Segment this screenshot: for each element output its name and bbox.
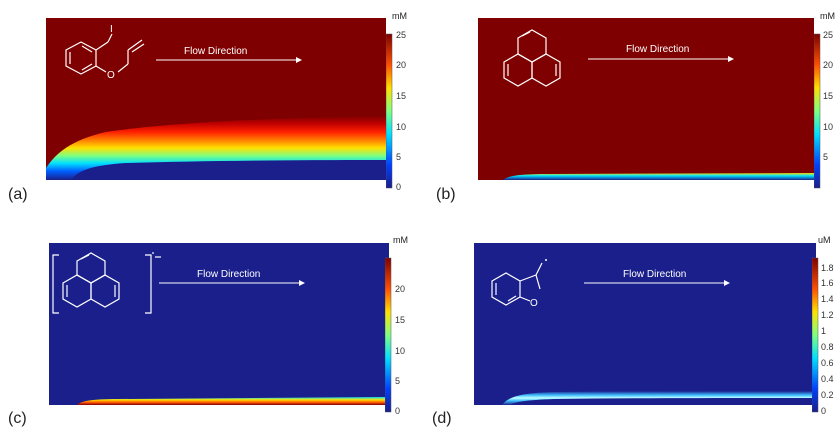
- molecule-c-icon: [52, 252, 161, 314]
- colorbar-d-tick-1.2: 1.2: [821, 310, 834, 320]
- colorbar-a-tick-0: 0: [396, 182, 401, 190]
- colorbar-b-tick-25: 25: [823, 30, 833, 40]
- panel-label-d: (d): [432, 410, 452, 427]
- svg-text:O: O: [107, 70, 115, 81]
- panel-label-b: (b): [436, 186, 456, 203]
- colorbar-d-tick-1.6: 1.6: [821, 278, 834, 288]
- colorbar-d: 1.8 1.6 1.4 1.2 1 0.8 0.6 0.4 0.2 0: [811, 254, 837, 418]
- colorbar-d-unit: uM: [818, 235, 831, 245]
- svg-text:O: O: [530, 298, 538, 309]
- colorbar-c-tick-20: 20: [395, 284, 405, 294]
- colorbar-d-tick-0: 0: [821, 406, 826, 416]
- colorbar-d-tick-1.4: 1.4: [821, 294, 834, 304]
- molecule-b-icon: [503, 29, 561, 87]
- colorbar-d-tick-0.4: 0.4: [821, 374, 834, 384]
- panel-b-flow-field: Flow Direction: [478, 18, 814, 180]
- colorbar-a-tick-20: 20: [396, 60, 406, 70]
- colorbar-a-tick-10: 10: [396, 122, 406, 132]
- flow-direction-label-b: Flow Direction: [626, 44, 689, 55]
- svg-text:I: I: [110, 24, 113, 35]
- colorbar-c-tick-0: 0: [395, 406, 400, 414]
- colorbar-a-tick-15: 15: [396, 91, 406, 101]
- colorbar-d-tick-1: 1: [821, 326, 826, 336]
- colorbar-a-tick-5: 5: [396, 152, 401, 162]
- colorbar-c-tick-15: 15: [395, 315, 405, 325]
- colorbar-a-tick-25: 25: [396, 30, 406, 40]
- panel-label-a: (a): [8, 186, 28, 203]
- colorbar-b-tick-10: 10: [823, 122, 833, 132]
- colorbar-b-tick-20: 20: [823, 60, 833, 70]
- colorbar-c-tick-10: 10: [395, 346, 405, 356]
- molecule-a-icon: [65, 33, 145, 75]
- colorbar-b-unit: mM: [820, 11, 835, 21]
- panel-label-c: (c): [8, 410, 27, 427]
- colorbar-d-tick-0.8: 0.8: [821, 342, 834, 352]
- flow-direction-label-a: Flow Direction: [184, 46, 247, 57]
- colorbar-c: 20 15 10 5 0: [384, 254, 415, 416]
- colorbar-d-tick-1.8: 1.8: [821, 263, 834, 273]
- flow-direction-label-d: Flow Direction: [623, 269, 686, 280]
- panel-d-flow-field: O Flow Direction: [474, 243, 816, 405]
- colorbar-d-tick-0.6: 0.6: [821, 358, 834, 368]
- panel-c-flow-field: Flow Direction: [49, 243, 389, 405]
- colorbar-b: 25 20 15 10 5: [813, 30, 837, 190]
- colorbar-b-tick-5: 5: [823, 152, 828, 162]
- colorbar-d-tick-0.2: 0.2: [821, 390, 834, 400]
- flow-direction-label-c: Flow Direction: [197, 269, 260, 280]
- colorbar-a: 25 20 15 10 5 0: [385, 30, 416, 192]
- molecule-d-icon: [491, 262, 543, 306]
- colorbar-c-tick-5: 5: [395, 376, 400, 386]
- panel-a-flow-field: I O Flow Direction: [46, 18, 386, 180]
- colorbar-a-unit: mM: [392, 11, 407, 21]
- colorbar-b-tick-15: 15: [823, 91, 833, 101]
- colorbar-c-unit: mM: [393, 235, 408, 245]
